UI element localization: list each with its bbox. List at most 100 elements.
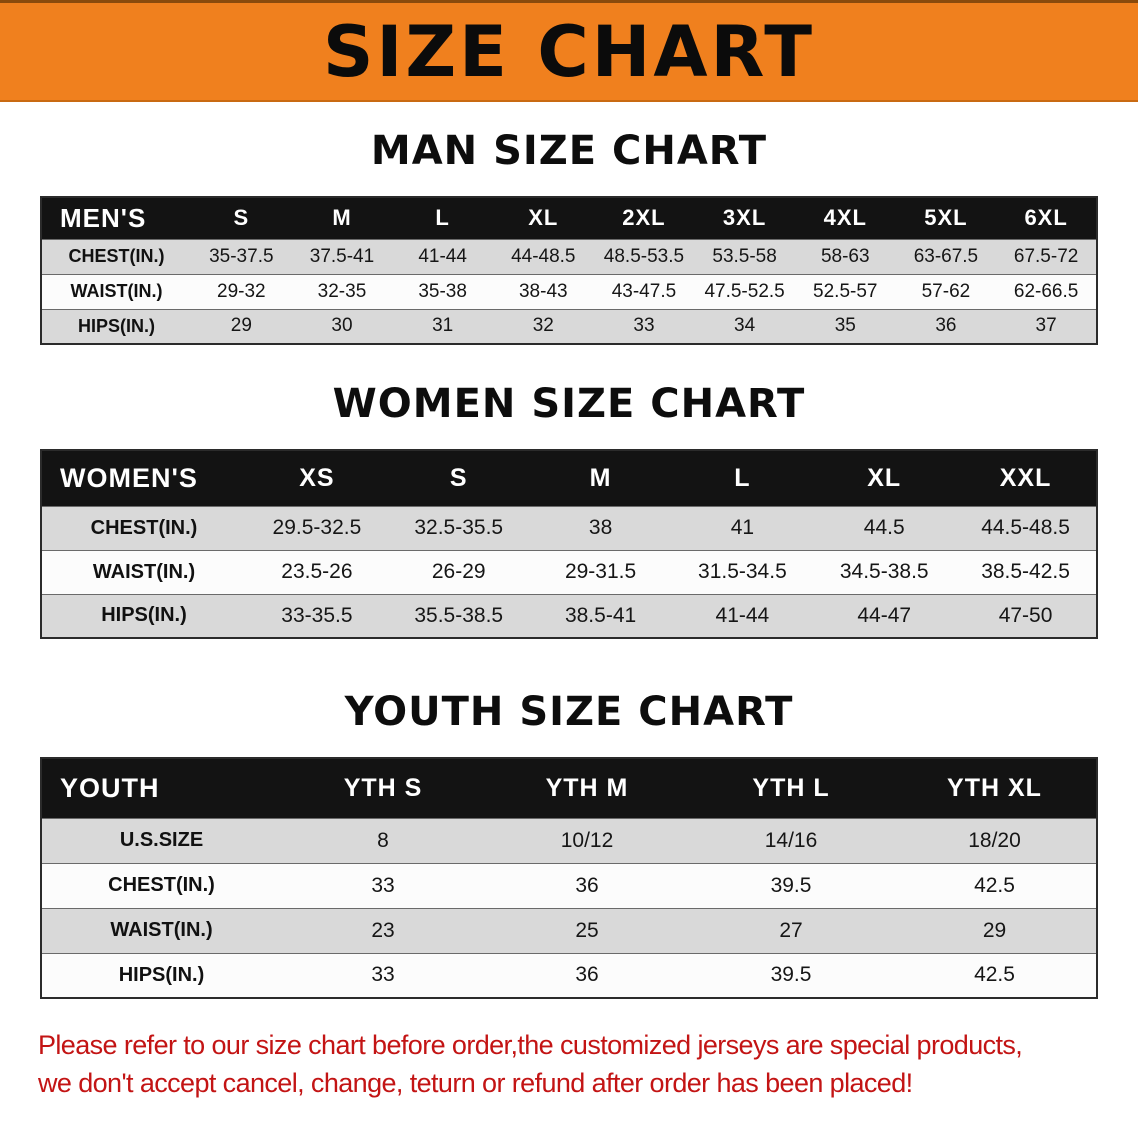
size-column-header: S — [387, 450, 530, 506]
size-value-cell: 33 — [633, 315, 655, 337]
table-title-cell: YOUTH — [41, 758, 281, 818]
size-value-cell: 44-48.5 — [511, 245, 576, 267]
size-value-cell: 36 — [575, 963, 599, 987]
size-row: CHEST(IN.) 29.5-32.5 32.5-35.5 38 41 44.5 44.5… — [41, 506, 1097, 550]
size-value-cell: 38.5-41 — [564, 603, 637, 627]
size-value-cell: 32.5-35.5 — [414, 516, 504, 539]
size-value-cell: 32-35 — [317, 280, 367, 302]
row-label: HIPS(IN.) — [101, 604, 187, 627]
size-value-cell: 42.5 — [974, 963, 1015, 987]
size-value-cell: 43-47.5 — [611, 280, 677, 302]
disclaimer: Please refer to our size chart before or… — [38, 1027, 1100, 1103]
row-label: CHEST(IN.) — [108, 874, 215, 896]
table-title-cell: MEN'S — [41, 197, 191, 239]
size-column-header: XL — [813, 450, 956, 506]
size-value-cell: 32 — [532, 315, 554, 337]
size-value-cell: 27 — [779, 918, 803, 942]
size-column-header: 3XL — [694, 197, 795, 239]
size-value-cell: 57-62 — [921, 280, 971, 302]
size-value-cell: 35-38 — [418, 280, 467, 302]
size-value-cell: 38 — [588, 516, 613, 539]
size-value-cell: 8 — [377, 828, 389, 852]
size-value-cell: 53.5-58 — [712, 245, 777, 267]
size-value-cell: 33-35.5 — [281, 603, 353, 627]
size-value-cell: 41-44 — [715, 603, 770, 627]
size-value-cell: 48.5-53.5 — [603, 245, 685, 267]
size-value-cell: 25 — [575, 918, 599, 942]
size-column-header: M — [291, 197, 393, 239]
size-value-cell: 44.5-48.5 — [981, 516, 1070, 539]
size-column-header: XXL — [955, 450, 1097, 506]
size-column-header: 6XL — [996, 197, 1097, 239]
size-value-cell: 34.5-38.5 — [839, 560, 929, 583]
size-value-cell: 41-44 — [418, 245, 467, 267]
men-size-table: MEN'S S M L XL 2XL 3XL 4XL 5XL 6XL CHEST(IN.) 35-37… — [40, 196, 1098, 345]
size-column-header: L — [671, 450, 814, 506]
size-column-header: XL — [492, 197, 594, 239]
header-row: WOMEN'S XS S M L XL XXL — [41, 450, 1097, 506]
table-title-cell: WOMEN'S — [41, 450, 246, 506]
size-value-cell: 58-63 — [820, 245, 870, 267]
size-value-cell: 36 — [575, 873, 599, 897]
size-value-cell: 37.5-41 — [309, 245, 375, 267]
size-value-cell: 35-37.5 — [209, 245, 274, 267]
size-column-header: L — [392, 197, 493, 239]
size-value-cell: 38-43 — [518, 280, 568, 302]
size-value-cell: 67.5-72 — [1013, 245, 1079, 267]
size-value-cell: 62-66.5 — [1013, 280, 1079, 302]
size-value-cell: 47-50 — [998, 603, 1053, 627]
size-value-cell: 42.5 — [974, 873, 1015, 897]
size-value-cell: 29.5-32.5 — [272, 516, 362, 539]
size-value-cell: 18/20 — [968, 828, 1021, 852]
header-row: MEN'S S M L XL 2XL 3XL 4XL 5XL 6XL — [41, 197, 1097, 239]
size-value-cell: 29-31.5 — [564, 560, 637, 583]
youth-size-section: YOUTH SIZE CHART YOUTH YTH S YTH M YTH L YTH… — [0, 689, 1138, 999]
header-row: YOUTH YTH S YTH M YTH L YTH XL — [41, 758, 1097, 818]
youth-chart-heading: YOUTH SIZE CHART — [344, 689, 794, 735]
row-label: HIPS(IN.) — [118, 963, 205, 986]
row-label: WAIST(IN.) — [92, 560, 196, 583]
size-column-header: YTH M — [485, 758, 689, 818]
size-value-cell: 35 — [834, 315, 856, 337]
size-value-cell: 38.5-42.5 — [981, 560, 1070, 583]
size-value-cell: 29 — [982, 918, 1007, 942]
size-row: WAIST(IN.) 29-32 32-35 35-38 38-43 43-47.5 47.… — [41, 274, 1097, 309]
size-value-cell: 30 — [331, 315, 353, 337]
size-row: HIPS(IN.) 33-35.5 35.5-38.5 38.5-41 41-44 44-… — [41, 594, 1097, 638]
size-value-cell: 29-32 — [217, 280, 266, 302]
size-value-cell: 63-67.5 — [913, 245, 979, 267]
size-column-header: YTH L — [689, 758, 893, 818]
row-label: WAIST(IN.) — [110, 919, 213, 941]
youth-size-table: YOUTH YTH S YTH M YTH L YTH XL U.S.SIZE 8 10/12… — [40, 757, 1098, 999]
banner: SIZE CHART — [0, 0, 1138, 102]
size-value-cell: 23 — [371, 918, 395, 942]
size-value-cell: 52.5-57 — [813, 280, 878, 302]
women-size-table: WOMEN'S XS S M L XL XXL CHEST(IN.) 29.5-32.5 32.5… — [40, 449, 1098, 639]
disclaimer-line-1: Please refer to our size chart before or… — [38, 1030, 1023, 1060]
size-row: CHEST(IN.) 35-37.5 37.5-41 41-44 44-48.5 48.5… — [41, 239, 1097, 274]
size-column-header: S — [191, 197, 292, 239]
size-row: CHEST(IN.) 33 36 39.5 42.5 — [41, 863, 1097, 908]
size-column-header: XS — [246, 450, 388, 506]
size-value-cell: 44-47 — [857, 603, 912, 627]
men-size-section: MAN SIZE CHART MEN'S S M L XL 2XL 3XL 4XL 5XL 6XL… — [0, 128, 1138, 345]
size-value-cell: 10/12 — [560, 828, 614, 852]
size-value-cell: 26-29 — [431, 560, 486, 583]
size-row: HIPS(IN.) 33 36 39.5 42.5 — [41, 953, 1097, 998]
size-value-cell: 31.5-34.5 — [698, 560, 787, 583]
size-column-header: 5XL — [895, 197, 997, 239]
women-chart-heading: WOMEN SIZE CHART — [332, 381, 806, 427]
size-value-cell: 23.5-26 — [281, 560, 353, 583]
size-value-cell: 37 — [1035, 315, 1057, 337]
size-value-cell: 31 — [432, 315, 454, 337]
size-column-header: YTH S — [281, 758, 485, 818]
women-size-section: WOMEN SIZE CHART WOMEN'S XS S M L XL XXL CHEST(… — [0, 381, 1138, 639]
size-value-cell: 14/16 — [764, 828, 818, 852]
row-label: U.S.SIZE — [119, 829, 204, 851]
size-value-cell: 36 — [935, 315, 957, 337]
size-value-cell: 39.5 — [770, 873, 812, 897]
size-value-cell: 35.5-38.5 — [414, 603, 504, 627]
disclaimer-line-2: we don't accept cancel, change, teturn o… — [38, 1067, 913, 1098]
size-row: HIPS(IN.) 29 30 31 32 33 34 35 36 37 — [41, 309, 1097, 344]
size-row: WAIST(IN.) 23.5-26 26-29 29-31.5 31.5-34.5 34… — [41, 550, 1097, 594]
